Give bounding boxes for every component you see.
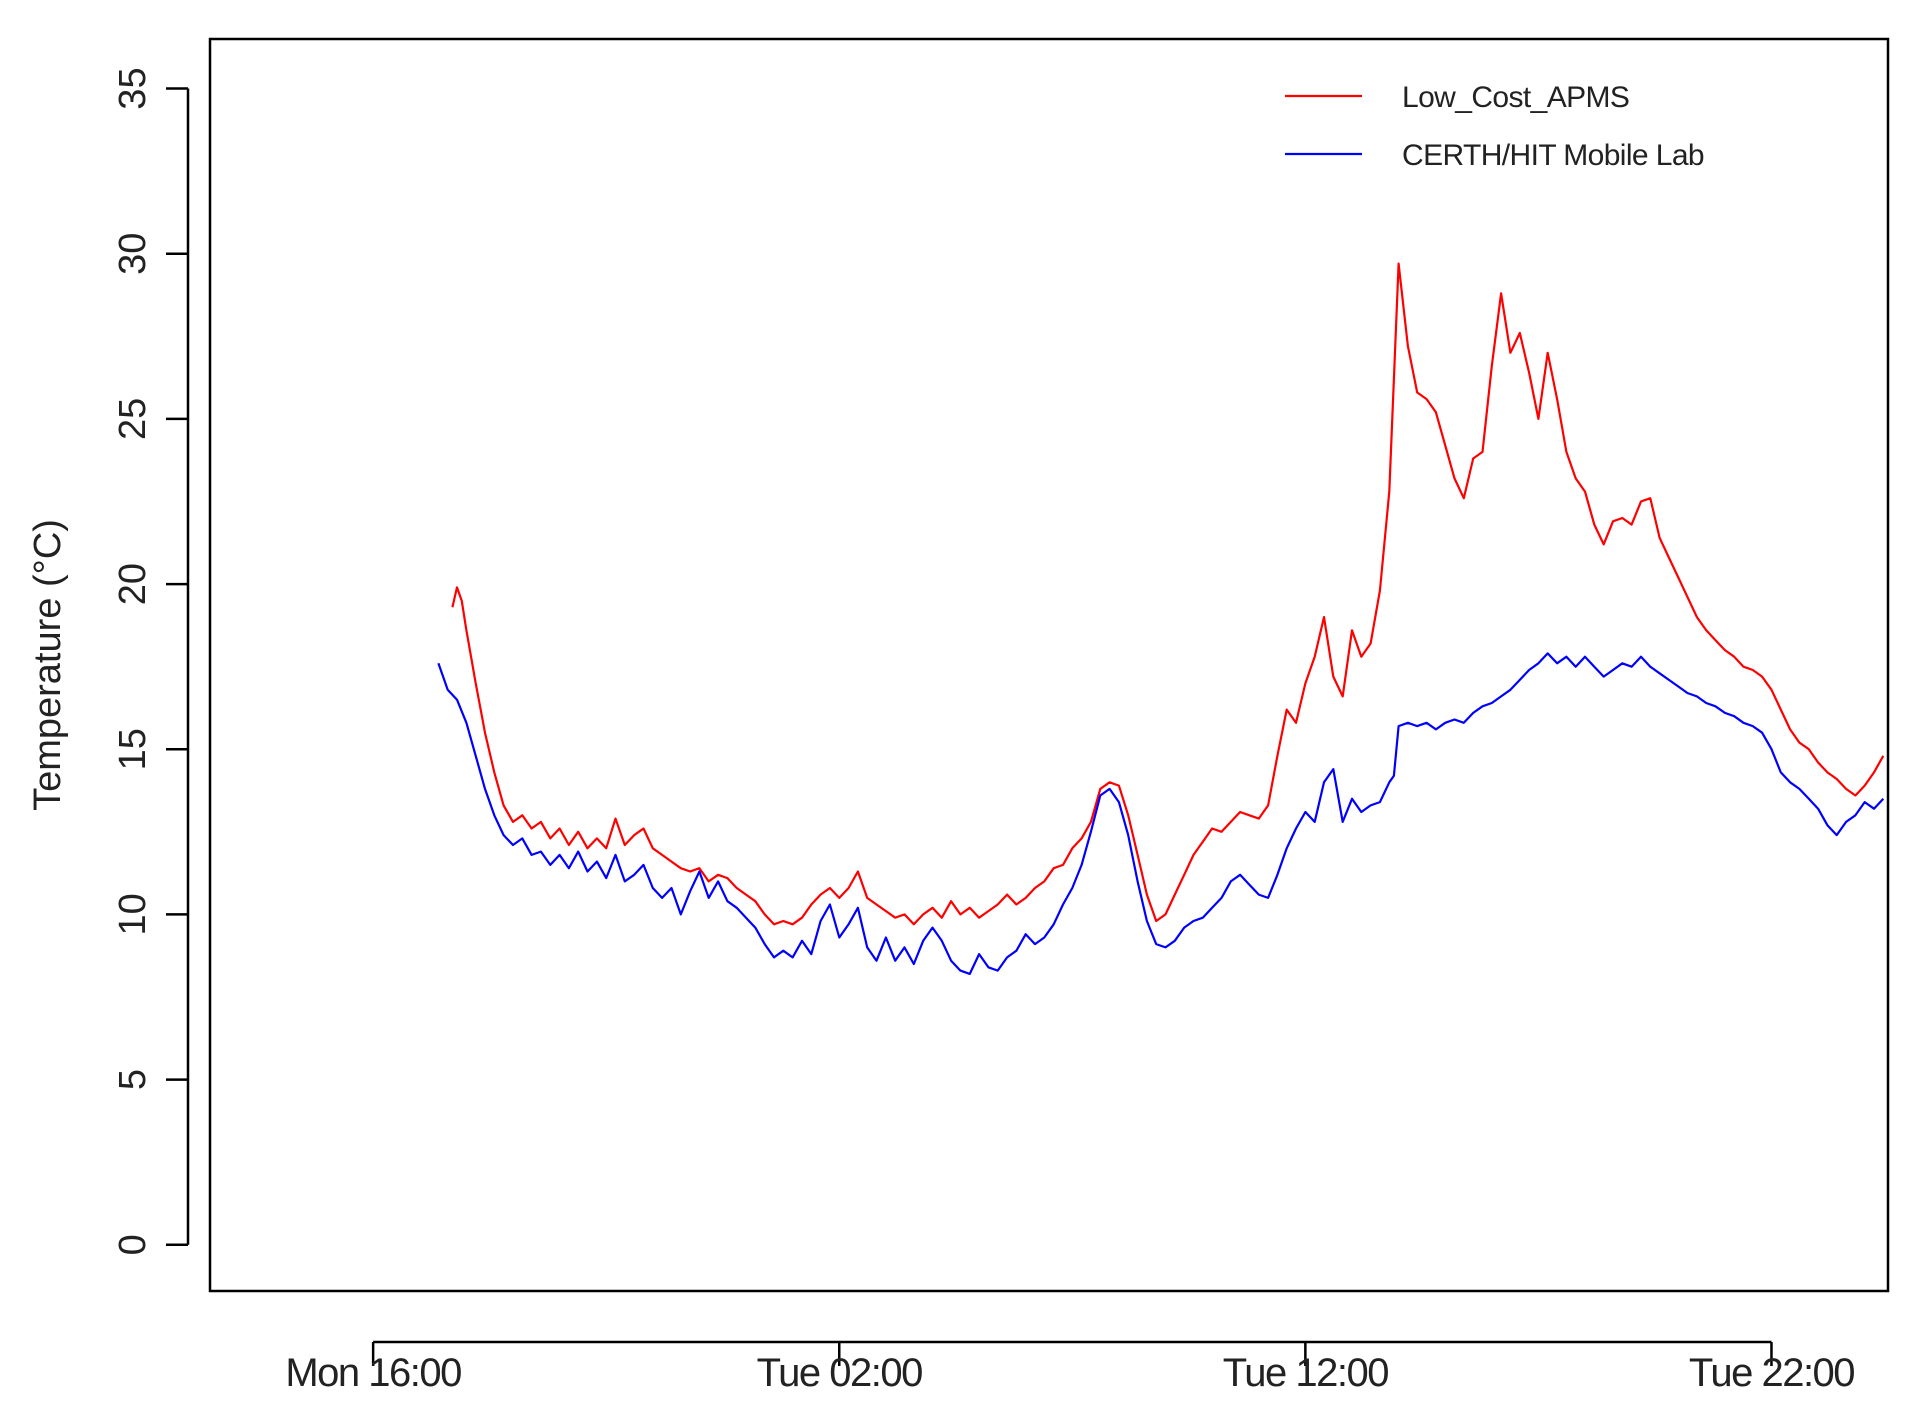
legend: Low_Cost_APMS CERTH/HIT Mobile Lab <box>1285 81 1705 172</box>
series-line-certh-hit-mobile-lab <box>437 652 1885 975</box>
y-tick-label: 35 <box>112 67 154 109</box>
series-line-low-cost-apms <box>451 262 1885 926</box>
series-layer <box>437 262 1885 975</box>
legend-label: Low_Cost_APMS <box>1402 81 1629 114</box>
x-tick-label: Tue 12:00 <box>1223 1351 1388 1395</box>
y-tick-label: 20 <box>112 563 154 605</box>
y-tick-label: 0 <box>112 1234 154 1255</box>
y-axis-label: Temperature (°C) <box>27 519 69 811</box>
x-tick-label: Tue 02:00 <box>757 1351 922 1395</box>
x-tick-label: Mon 16:00 <box>285 1351 461 1395</box>
y-tick-label: 25 <box>112 398 154 440</box>
y-tick-label: 30 <box>112 233 154 275</box>
legend-label: CERTH/HIT Mobile Lab <box>1402 139 1704 172</box>
x-axis: Mon 16:00 Tue 02:00 Tue 12:00 Tue 22:00 <box>285 1340 1856 1395</box>
y-axis: 0 5 10 15 20 25 30 35 <box>112 67 190 1255</box>
y-tick-label: 10 <box>112 893 154 935</box>
y-tick-label: 15 <box>112 728 154 770</box>
x-tick-label: Tue 22:00 <box>1689 1351 1854 1395</box>
plot-frame <box>208 37 1890 1293</box>
y-tick-label: 5 <box>112 1069 154 1090</box>
